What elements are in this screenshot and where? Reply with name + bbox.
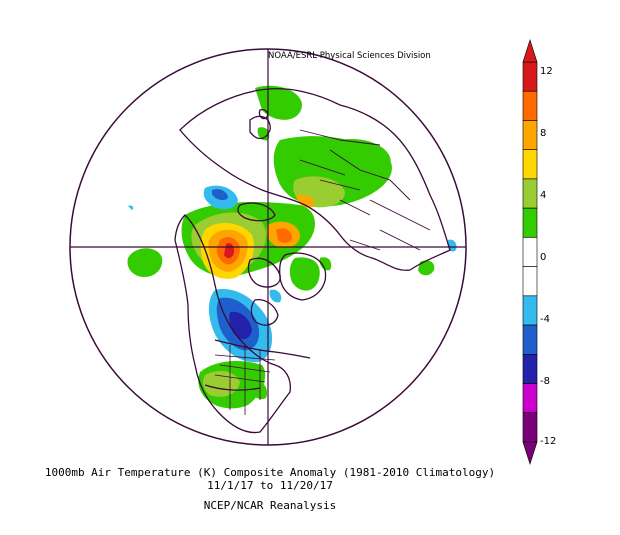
anomaly-region-siberia-cold-core — [212, 189, 228, 201]
caption-source: NCEP/NCAR Reanalysis — [203, 499, 337, 512]
anomaly-region-siberia-warm-core — [296, 194, 315, 208]
colorbar-segment — [522, 354, 538, 384]
colorbar-segment — [522, 295, 538, 326]
border-us-states — [214, 345, 276, 415]
colorbar-segment — [522, 178, 538, 209]
colorbar-segment — [522, 207, 538, 238]
caption-title: 1000mb Air Temperature (K) Composite Ano… — [44, 466, 496, 479]
anomaly-region-hudson-cold — [269, 289, 282, 303]
anomaly-region-atlantic-warm — [418, 260, 435, 276]
colorbar-segment — [522, 266, 538, 297]
colorbar-tick-minus-8: -8 — [540, 376, 550, 387]
coastline-north-america — [174, 214, 291, 434]
border-russia — [299, 129, 381, 191]
credit-label: NOAA/ESRL Physical Sciences Division — [268, 51, 431, 61]
anomaly-region-arctic-hot-core — [276, 228, 292, 243]
border-europe-asia — [329, 149, 431, 251]
coastline-arctic-islands — [237, 202, 276, 222]
anomaly-region-scandinavia-warm — [257, 127, 270, 141]
colorbar-tick-8: 8 — [540, 128, 547, 139]
coastline-eurasia — [179, 88, 451, 271]
border-usa-mexico — [204, 384, 261, 391]
coastline-svalbard — [258, 108, 269, 120]
colorbar-segment — [522, 61, 538, 92]
anomaly-region-pacific-cold — [128, 205, 134, 210]
colorbar-segment — [522, 149, 538, 180]
anomaly-region-europe-warm — [319, 257, 332, 271]
anomaly-region-greenland-warm — [289, 257, 320, 291]
colorbar-segment — [522, 383, 538, 414]
colorbar-segment — [522, 237, 538, 267]
anomaly-region-north-pacific-warm — [127, 248, 163, 278]
colorbar-tick-0: 0 — [540, 252, 547, 263]
coastline-hudson-bay — [250, 299, 279, 326]
colorbar-bottom-arrow — [522, 441, 538, 465]
coastline-greenland — [279, 252, 327, 301]
colorbar-segment — [522, 120, 538, 150]
map-globe-outline — [69, 48, 467, 446]
caption-dates: 11/1/17 to 11/20/17 — [207, 479, 333, 492]
colorbar-segment — [522, 90, 538, 121]
colorbar-top-arrow — [522, 39, 538, 63]
coastline-scandinavia — [249, 115, 271, 140]
colorbar — [522, 39, 538, 465]
border-usa-canada — [214, 339, 311, 359]
colorbar-tick-minus-4: -4 — [540, 314, 550, 325]
colorbar-tick-4: 4 — [540, 190, 547, 201]
colorbar-segment — [522, 324, 538, 355]
colorbar-tick-minus-12: -12 — [540, 436, 557, 447]
land-outlines — [174, 88, 451, 434]
colorbar-tick-12: 12 — [540, 66, 553, 77]
anomaly-region-east-siberia-warm — [340, 139, 391, 167]
anomaly-region-mexico-south-warm — [249, 379, 268, 400]
colorbar-segment — [522, 412, 538, 443]
